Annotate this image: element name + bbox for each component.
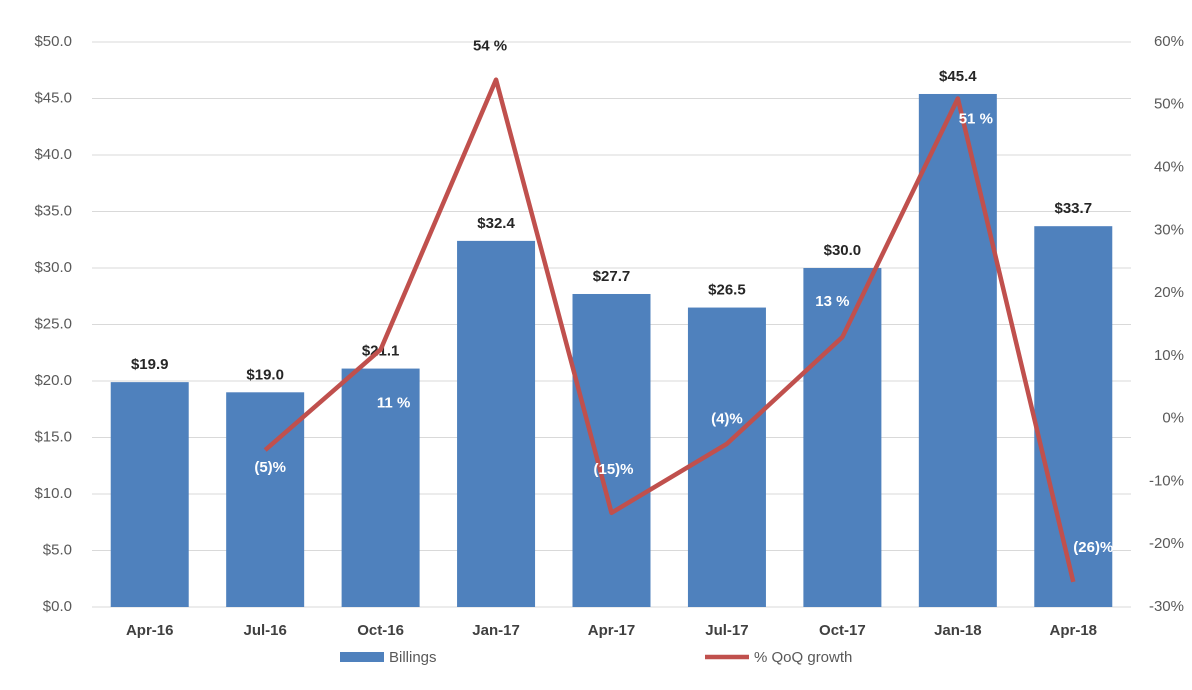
x-tick-label: Apr-18 (1050, 622, 1098, 639)
bar-value-label: $19.0 (246, 366, 284, 383)
bar (341, 368, 420, 607)
bar-value-label: $19.9 (131, 356, 169, 373)
y2-tick-label: -30% (1149, 598, 1184, 615)
bar-value-label: $45.4 (939, 68, 977, 85)
x-tick-label: Apr-17 (588, 622, 636, 639)
bar-value-label: $33.7 (1055, 200, 1093, 217)
line-value-label: 13 % (815, 293, 849, 310)
x-tick-label: Oct-16 (357, 622, 404, 639)
bar (803, 268, 882, 607)
x-tick-label: Oct-17 (819, 622, 866, 639)
bar (1034, 226, 1113, 607)
x-tick-label: Jul-16 (243, 622, 286, 639)
y-tick-label: $20.0 (34, 372, 72, 389)
y-tick-label: $50.0 (34, 33, 72, 50)
line-value-label: (15)% (593, 461, 633, 478)
y-tick-label: $15.0 (34, 428, 72, 445)
y2-tick-label: 40% (1154, 159, 1184, 176)
y-tick-label: $40.0 (34, 146, 72, 163)
y2-tick-label: 60% (1154, 33, 1184, 50)
y2-tick-label: -20% (1149, 535, 1184, 552)
y-tick-label: $5.0 (43, 541, 72, 558)
x-tick-label: Apr-16 (126, 622, 174, 639)
bar (572, 293, 651, 607)
bar (687, 307, 766, 607)
y-tick-label: $10.0 (34, 485, 72, 502)
y-tick-label: $35.0 (34, 202, 72, 219)
line-value-label: 11 % (377, 395, 410, 412)
bar-value-label: $30.0 (824, 242, 862, 259)
bar-value-label: $32.4 (477, 215, 515, 232)
legend-label: Billings (389, 649, 437, 666)
bar (457, 240, 536, 607)
bar (918, 93, 997, 608)
y2-tick-label: 30% (1154, 221, 1184, 238)
y-tick-label: $25.0 (34, 315, 72, 332)
line (263, 77, 1076, 583)
y-tick-label: $45.0 (34, 89, 72, 106)
y2-tick-label: 20% (1154, 284, 1184, 301)
bar (110, 382, 189, 607)
y-tick-label: $0.0 (43, 598, 72, 615)
x-tick-label: Jan-17 (472, 622, 520, 639)
x-tick-label: Jul-17 (705, 622, 748, 639)
line-value-label: (5)% (254, 459, 286, 476)
line-value-label: (4)% (711, 411, 743, 428)
bar-value-label: $27.7 (593, 268, 631, 285)
legend-label: % QoQ growth (754, 649, 852, 666)
line-value-label: (26)% (1073, 539, 1113, 556)
y-tick-label: $30.0 (34, 259, 72, 276)
y2-tick-label: 0% (1162, 410, 1184, 427)
line-value-label: 51 % (959, 110, 993, 127)
y2-tick-label: 10% (1154, 347, 1184, 364)
bar-value-label: $26.5 (708, 282, 746, 299)
x-tick-label: Jan-18 (934, 622, 982, 639)
legend-swatch (340, 652, 384, 662)
line-value-label: 54 % (473, 38, 507, 55)
y2-tick-label: 50% (1154, 96, 1184, 113)
y2-tick-label: -10% (1149, 472, 1184, 489)
